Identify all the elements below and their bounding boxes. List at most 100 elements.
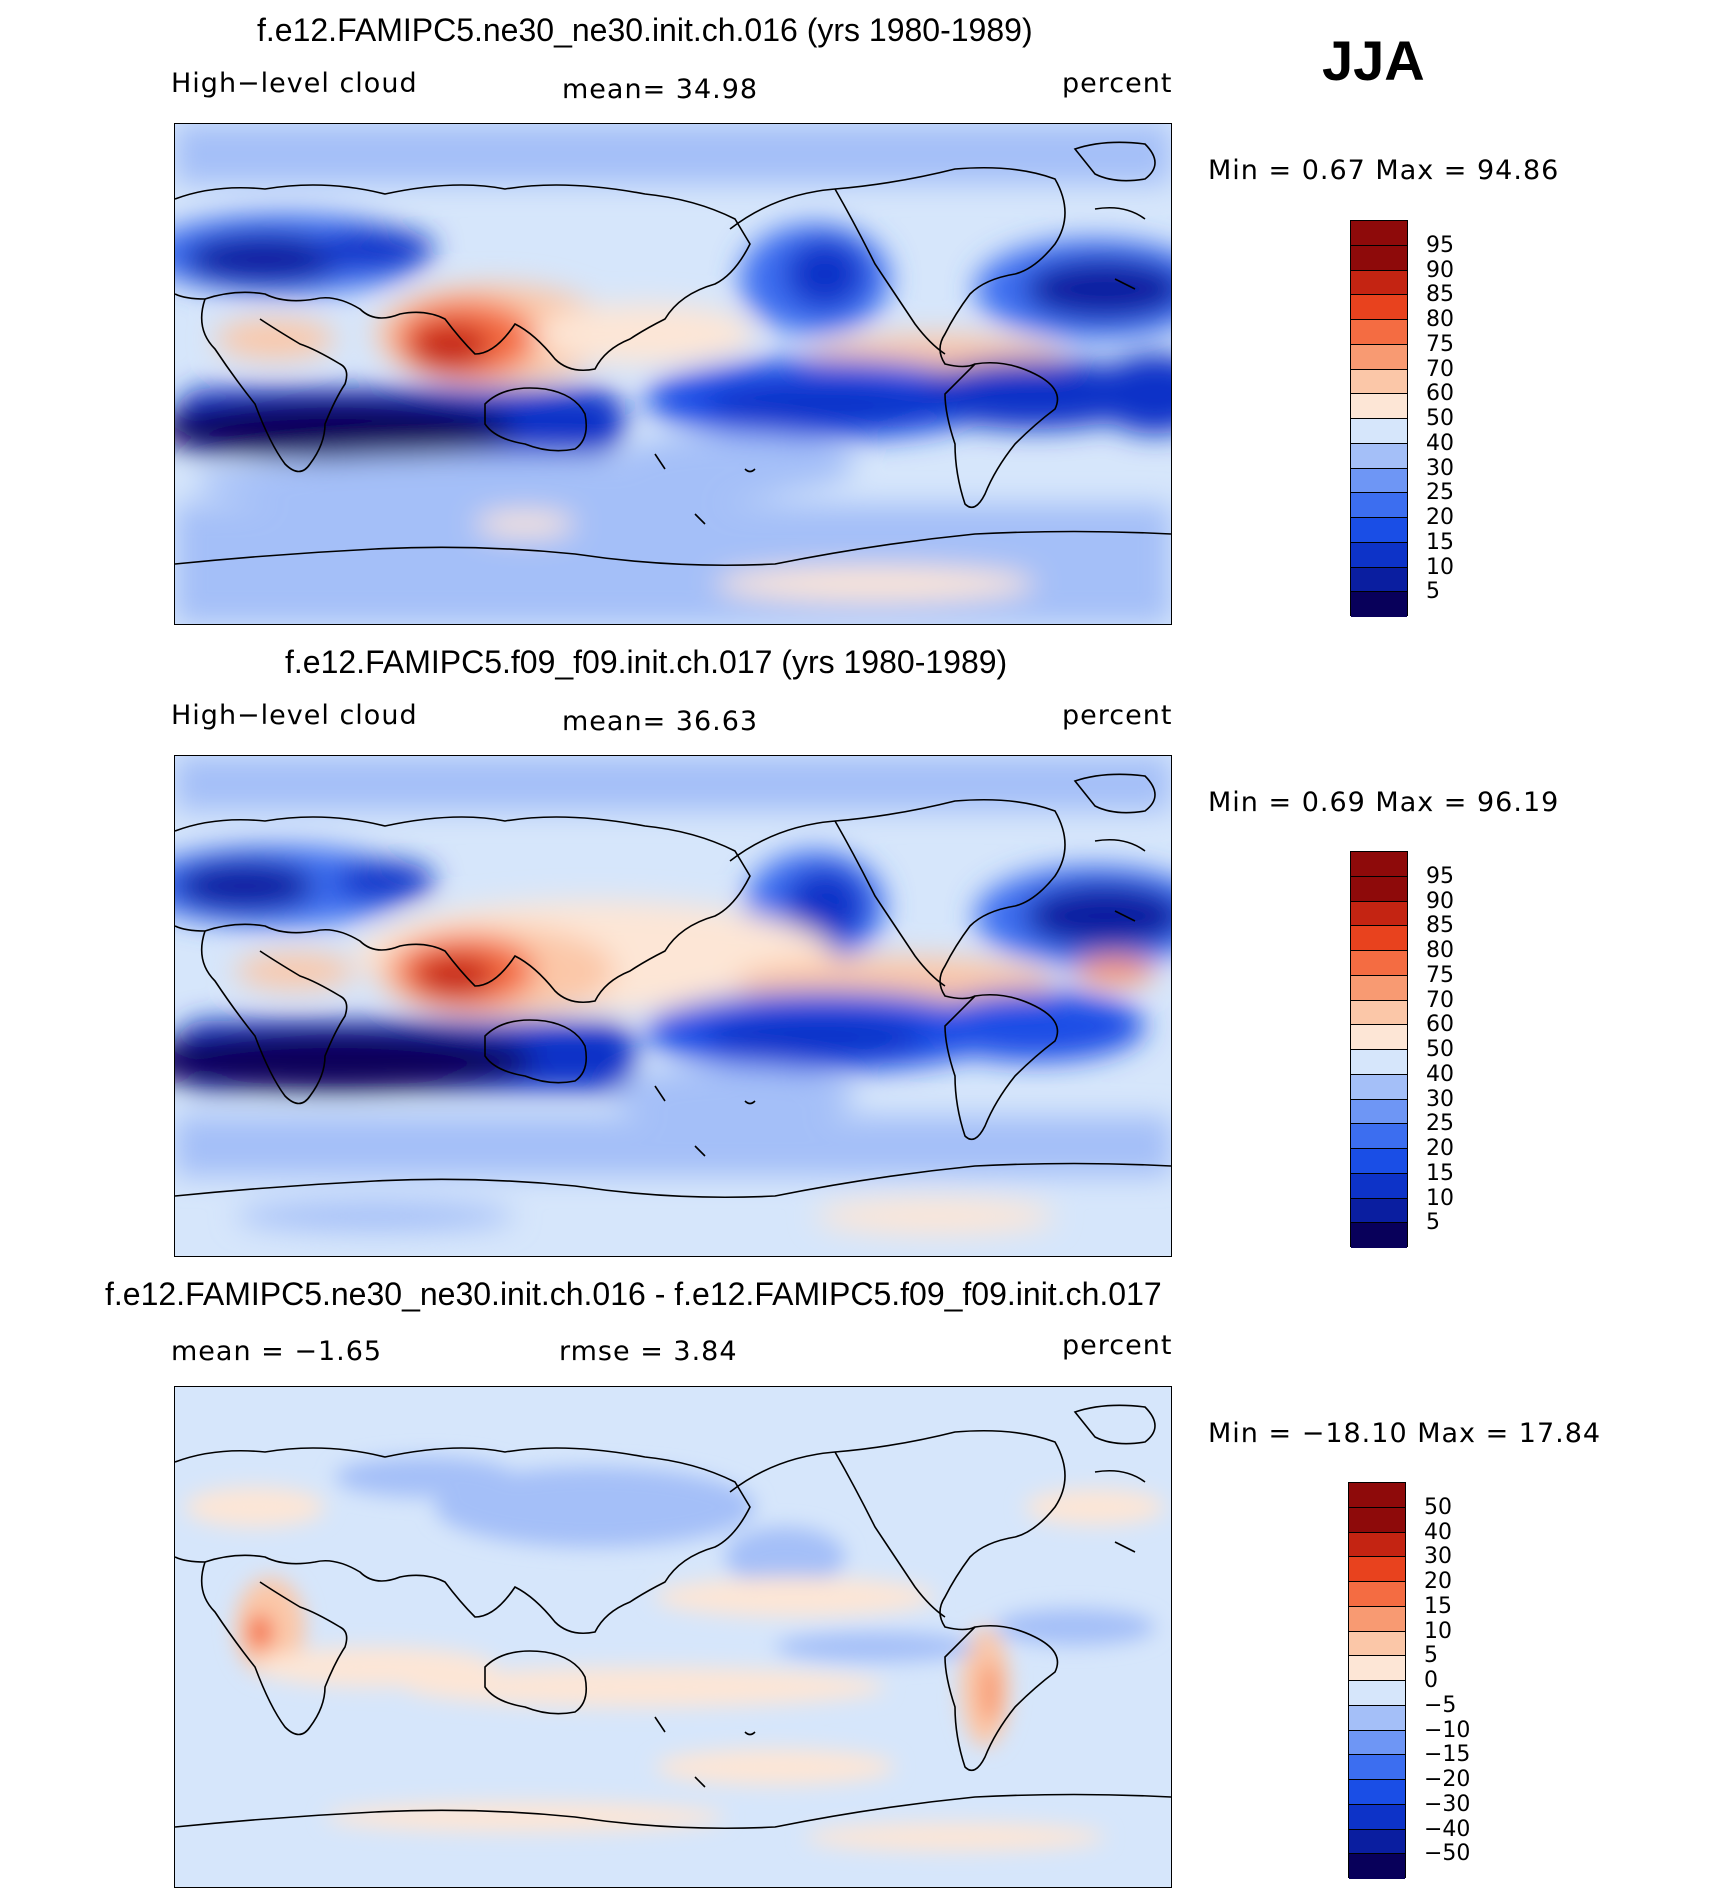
colorbar-tick-label: 20 bbox=[1424, 1569, 1452, 1594]
colorbar-tick-label: 25 bbox=[1426, 480, 1454, 506]
colorbar-tick-label: 5 bbox=[1426, 1210, 1440, 1236]
colorbar-segment bbox=[1351, 901, 1407, 927]
colorbar-tick-label: −40 bbox=[1424, 1816, 1471, 1842]
colorbar-segment bbox=[1349, 1483, 1405, 1508]
colorbar-tick-label: 50 bbox=[1424, 1494, 1452, 1520]
panel-3-title: f.e12.FAMIPC5.ne30_ne30.init.ch.016 - f.… bbox=[105, 1276, 1162, 1312]
colorbar-segment bbox=[1349, 1507, 1405, 1533]
panel-3-map bbox=[174, 1386, 1172, 1888]
colorbar-segment bbox=[1351, 1149, 1407, 1174]
colorbar-segment bbox=[1349, 1854, 1405, 1879]
colorbar-segment bbox=[1351, 975, 1407, 1001]
colorbar-segment bbox=[1351, 295, 1407, 320]
colorbar-segment bbox=[1349, 1804, 1405, 1830]
colorbar-segment bbox=[1351, 852, 1407, 877]
colorbar-tick-label: 95 bbox=[1426, 232, 1454, 258]
colorbar-segment bbox=[1351, 1074, 1407, 1100]
colorbar-segment bbox=[1351, 468, 1407, 494]
colorbar-tick-label: 60 bbox=[1426, 1012, 1454, 1038]
colorbar-tick-label: 90 bbox=[1426, 888, 1454, 914]
colorbar-tick-label: 20 bbox=[1426, 505, 1454, 530]
colorbar-segment bbox=[1351, 270, 1407, 296]
colorbar-segment bbox=[1351, 542, 1407, 568]
colorbar-segment bbox=[1349, 1557, 1405, 1582]
panel-2-minmax-label: Min = 0.69 Max = 96.19 bbox=[1208, 787, 1560, 818]
colorbar-segment bbox=[1349, 1532, 1405, 1558]
colorbar-tick-label: 15 bbox=[1424, 1593, 1452, 1619]
colorbar-segment bbox=[1351, 419, 1407, 444]
colorbar-tick-label: 5 bbox=[1424, 1643, 1438, 1669]
colorbar-segment bbox=[1351, 567, 1407, 593]
colorbar-segment bbox=[1349, 1829, 1405, 1855]
colorbar-segment bbox=[1351, 926, 1407, 951]
colorbar-segment bbox=[1349, 1606, 1405, 1632]
colorbar-tick-label: 40 bbox=[1426, 1061, 1454, 1087]
colorbar-segment bbox=[1349, 1582, 1405, 1607]
panel-1-minmax-label: Min = 0.67 Max = 94.86 bbox=[1208, 155, 1560, 186]
colorbar-tick-label: 75 bbox=[1426, 331, 1454, 357]
colorbar-tick-label: 20 bbox=[1426, 1136, 1454, 1161]
colorbar-tick-label: 10 bbox=[1426, 1185, 1454, 1211]
colorbar-tick-label: −30 bbox=[1424, 1791, 1471, 1817]
colorbar-segment bbox=[1349, 1631, 1405, 1657]
colorbar-tick-label: −5 bbox=[1424, 1692, 1457, 1718]
colorbar-segment bbox=[1351, 443, 1407, 469]
season-label: JJA bbox=[1322, 29, 1425, 92]
colorbar-segment bbox=[1351, 592, 1407, 617]
colorbar-tick-label: 30 bbox=[1424, 1544, 1452, 1570]
colorbar-segment bbox=[1351, 1124, 1407, 1149]
panel-1-title: f.e12.FAMIPC5.ne30_ne30.init.ch.016 (yrs… bbox=[257, 12, 1033, 48]
colorbar-segment bbox=[1351, 394, 1407, 419]
colorbar-tick-label: −50 bbox=[1424, 1841, 1471, 1867]
colorbar-segment bbox=[1351, 320, 1407, 345]
colorbar-segment bbox=[1349, 1755, 1405, 1780]
colorbar-tick-label: 15 bbox=[1426, 1160, 1454, 1186]
colorbar-segment bbox=[1349, 1705, 1405, 1731]
colorbar-segment bbox=[1349, 1681, 1405, 1706]
colorbar-segment bbox=[1351, 1000, 1407, 1026]
panel-3-colorbar bbox=[1348, 1482, 1406, 1879]
panel-3-minmax-label: Min = −18.10 Max = 17.84 bbox=[1208, 1418, 1602, 1449]
colorbar-segment bbox=[1351, 951, 1407, 976]
colorbar-tick-label: 80 bbox=[1426, 307, 1454, 332]
panel-3-rmse-label: rmse = 3.84 bbox=[559, 1336, 738, 1367]
panel-1-colorbar bbox=[1350, 220, 1408, 617]
panel-2-variable-label: High−level cloud bbox=[171, 700, 418, 731]
colorbar-segment bbox=[1351, 876, 1407, 902]
colorbar-segment bbox=[1351, 369, 1407, 395]
colorbar-segment bbox=[1351, 1173, 1407, 1199]
panel-3-mean-label: mean = −1.65 bbox=[171, 1336, 383, 1367]
colorbar-tick-label: 25 bbox=[1426, 1111, 1454, 1137]
colorbar-tick-label: 0 bbox=[1424, 1668, 1438, 1693]
colorbar-segment bbox=[1349, 1730, 1405, 1756]
colorbar-tick-label: 95 bbox=[1426, 863, 1454, 889]
colorbar-segment bbox=[1351, 518, 1407, 543]
colorbar-tick-label: 50 bbox=[1426, 1037, 1454, 1062]
colorbar-tick-label: 15 bbox=[1426, 529, 1454, 555]
panel-1-units-label: percent bbox=[1062, 68, 1173, 99]
panel-1-variable-label: High−level cloud bbox=[171, 68, 418, 99]
panel-1-map bbox=[174, 123, 1172, 625]
colorbar-tick-label: 50 bbox=[1426, 406, 1454, 431]
colorbar-tick-label: −20 bbox=[1424, 1767, 1471, 1792]
colorbar-segment bbox=[1351, 1223, 1407, 1248]
panel-2-map bbox=[174, 755, 1172, 1257]
colorbar-tick-label: 70 bbox=[1426, 987, 1454, 1013]
panel-2-units-label: percent bbox=[1062, 700, 1173, 731]
colorbar-segment bbox=[1351, 1025, 1407, 1050]
colorbar-segment bbox=[1351, 221, 1407, 246]
colorbar-tick-label: 40 bbox=[1426, 430, 1454, 456]
panel-2-title: f.e12.FAMIPC5.f09_f09.init.ch.017 (yrs 1… bbox=[285, 644, 1008, 680]
colorbar-tick-label: 60 bbox=[1426, 381, 1454, 407]
colorbar-tick-label: 70 bbox=[1426, 356, 1454, 382]
colorbar-segment bbox=[1351, 245, 1407, 271]
colorbar-tick-label: 30 bbox=[1426, 455, 1454, 481]
colorbar-tick-label: 75 bbox=[1426, 962, 1454, 988]
panel-2-mean-label: mean= 36.63 bbox=[562, 706, 759, 737]
colorbar-tick-label: 90 bbox=[1426, 257, 1454, 283]
colorbar-tick-label: 30 bbox=[1426, 1086, 1454, 1112]
colorbar-tick-label: 5 bbox=[1426, 579, 1440, 605]
panel-1-mean-label: mean= 34.98 bbox=[562, 74, 759, 105]
colorbar-tick-label: 80 bbox=[1426, 938, 1454, 963]
colorbar-tick-label: −10 bbox=[1424, 1717, 1471, 1743]
